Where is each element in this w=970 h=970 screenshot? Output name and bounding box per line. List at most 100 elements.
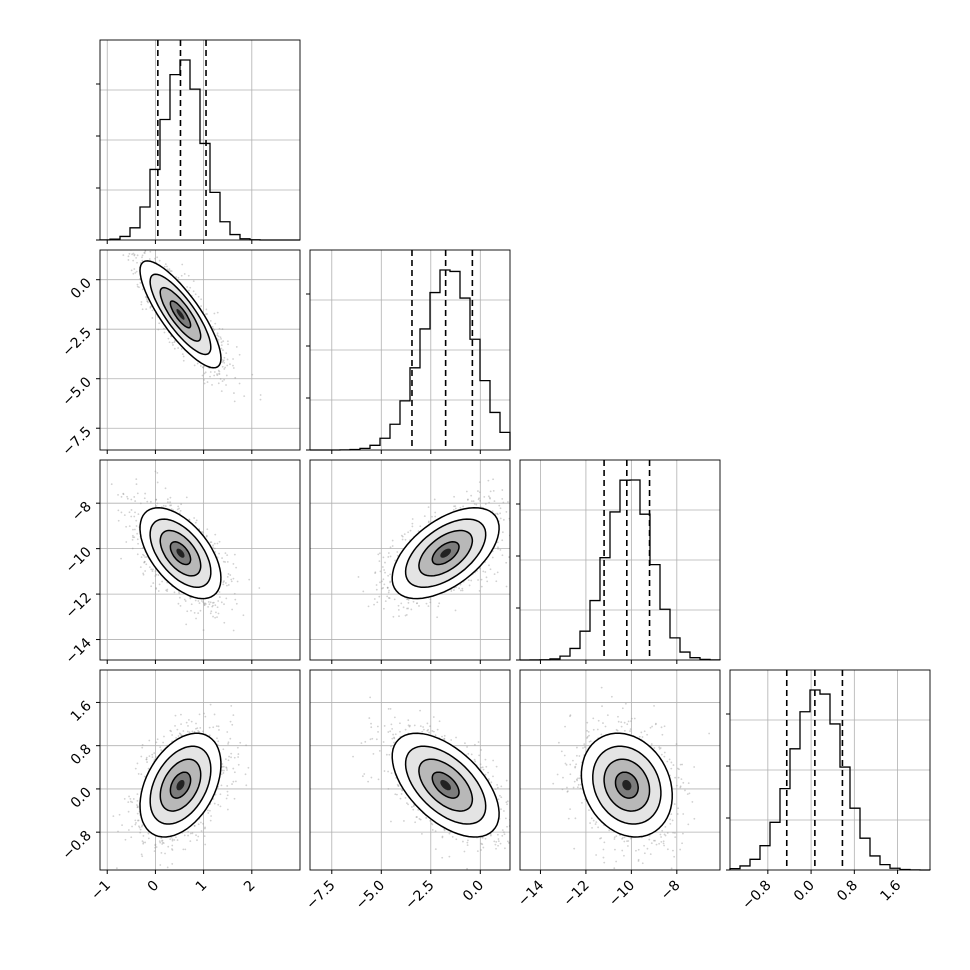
sample-point [215, 611, 217, 614]
sample-point [217, 803, 220, 806]
sample-point [393, 598, 396, 601]
sample-point [156, 502, 159, 505]
sample-point [120, 511, 123, 514]
sample-point [145, 298, 148, 301]
sample-point [407, 531, 410, 534]
sample-point [177, 591, 180, 593]
sample-point [132, 272, 135, 275]
sample-point [487, 495, 490, 498]
sample-point [235, 566, 238, 569]
histogram-panel-4 [726, 669, 931, 871]
sample-point [142, 572, 145, 575]
sample-point [244, 773, 247, 776]
sample-point [149, 250, 152, 253]
sample-point [258, 587, 261, 589]
sample-point [202, 601, 205, 604]
sample-point [141, 743, 144, 746]
sample-point [222, 340, 225, 343]
sample-point [185, 721, 188, 724]
sample-point [225, 352, 228, 355]
sample-point [389, 573, 392, 576]
sample-point [233, 553, 236, 556]
sample-point [482, 570, 485, 573]
sample-point [501, 497, 504, 500]
sample-point [478, 497, 480, 500]
sample-point [178, 596, 181, 599]
sample-point [182, 848, 185, 851]
sample-point [137, 773, 140, 775]
sample-point [161, 843, 164, 845]
sample-point [140, 825, 143, 828]
sample-point [127, 255, 130, 258]
sample-point [146, 300, 149, 303]
sample-point [162, 504, 165, 507]
sample-point [505, 585, 508, 588]
sample-point [194, 599, 197, 602]
sample-point [201, 600, 203, 602]
sample-point [182, 359, 185, 362]
sample-point [130, 509, 133, 511]
sample-point [143, 561, 146, 563]
sample-point [193, 364, 196, 367]
sample-point [166, 501, 169, 504]
sample-point [208, 734, 211, 737]
sample-point [434, 511, 437, 514]
sample-point [169, 729, 172, 732]
sample-point [221, 765, 224, 768]
sample-point [136, 261, 138, 264]
sample-point [386, 587, 389, 589]
sample-point [394, 559, 397, 562]
sample-point [437, 605, 440, 608]
sample-point [117, 493, 119, 496]
sample-point [139, 502, 142, 505]
sample-point [454, 507, 457, 510]
sample-point [405, 613, 408, 616]
sample-point [206, 313, 209, 315]
sample-point [221, 328, 224, 330]
sample-point [404, 538, 407, 541]
y-tick-label: −8 [69, 499, 95, 525]
sample-point [156, 471, 159, 474]
contour-4 [139, 506, 222, 600]
sample-point [384, 571, 386, 574]
sample-point [180, 713, 182, 716]
sample-point [150, 585, 153, 588]
sample-point [192, 280, 195, 283]
sample-point [222, 359, 225, 362]
sample-point [200, 821, 202, 824]
sample-point [374, 571, 377, 574]
sample-point [488, 501, 490, 504]
sample-point [467, 579, 470, 582]
sample-point [184, 600, 187, 602]
contour-1 [169, 541, 192, 566]
sample-point [216, 374, 219, 377]
sample-point [381, 580, 383, 583]
sample-point [136, 283, 139, 286]
sample-point [382, 607, 385, 610]
sample-point [151, 309, 154, 312]
sample-point [187, 274, 190, 277]
sample-point [136, 492, 139, 495]
sample-point [168, 341, 171, 344]
histogram-panel-2 [306, 249, 511, 451]
sample-point [135, 270, 138, 273]
sample-point [145, 308, 148, 311]
sample-point [179, 604, 182, 607]
sample-point [452, 509, 455, 511]
sample-point [501, 531, 504, 534]
sample-point [221, 361, 223, 364]
sample-point [204, 843, 207, 846]
sample-point [220, 341, 223, 344]
sample-point [139, 566, 142, 569]
sample-point [212, 615, 214, 618]
sample-point [140, 556, 143, 559]
sample-point [209, 809, 211, 812]
sample-point [142, 573, 145, 576]
sample-point [501, 489, 504, 491]
sample-point [154, 570, 157, 573]
sample-point [411, 522, 414, 525]
sample-point [203, 379, 205, 381]
sample-point [209, 371, 212, 373]
panel-frame [519, 459, 721, 661]
sample-point [136, 285, 139, 288]
